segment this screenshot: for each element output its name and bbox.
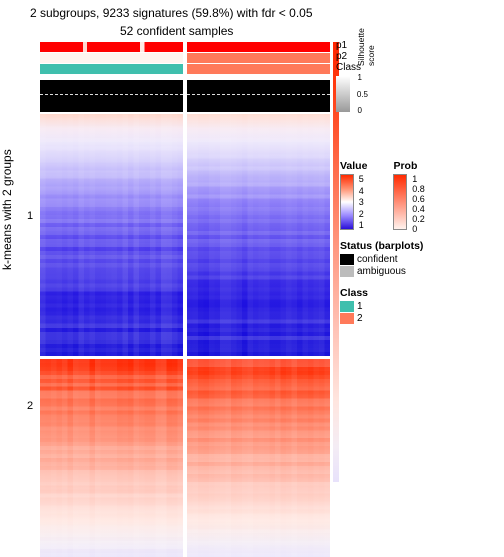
heatmap-group-2 [40, 359, 330, 557]
legend-status: Status (barplots) confident ambiguous [340, 240, 500, 277]
group-label-2: 2 [27, 400, 33, 412]
legend-prob: Prob 1 0.8 0.6 0.4 0.2 0 [393, 160, 424, 230]
label-p2: p2 [336, 51, 347, 62]
prob-ticks: 1 0.8 0.6 0.4 0.2 0 [410, 174, 425, 230]
p2-right [187, 53, 330, 63]
heat1-right [187, 114, 330, 356]
legends: Value 5 4 3 2 1 Prob 1 0.8 0.6 0.4 0.2 0 [340, 160, 500, 335]
status-left [40, 76, 183, 112]
group-label-1: 1 [27, 210, 33, 222]
page-title: 2 subgroups, 9233 signatures (59.8%) wit… [30, 6, 313, 20]
value-colorbar [340, 174, 354, 230]
heat2-right [187, 359, 330, 557]
value-ticks: 5 4 3 2 1 [357, 174, 364, 230]
status-right [187, 76, 330, 112]
heatmap: p1 p2 Class [40, 42, 330, 482]
legend-class: Class 1 2 [340, 287, 500, 324]
heat1-left [40, 114, 183, 356]
status-barplot [40, 76, 330, 112]
class-right [187, 64, 330, 74]
y-axis-label: k-means with 2 groups [0, 149, 14, 270]
silhouette-label: Silhouette score [356, 28, 376, 66]
p1-right [187, 42, 330, 52]
heatmap-group-1 [40, 114, 330, 356]
annot-p1 [40, 42, 330, 52]
legend-value: Value 5 4 3 2 1 [340, 160, 367, 230]
p2-left [40, 53, 183, 63]
prob-colorbar [393, 174, 407, 230]
annot-class [40, 64, 330, 74]
class-left [40, 64, 183, 74]
subtitle: 52 confident samples [120, 24, 233, 38]
label-p1: p1 [336, 40, 347, 51]
p1-left [40, 42, 183, 52]
annot-p2 [40, 53, 330, 63]
heat2-left [40, 359, 183, 557]
silhouette-scale: 1 0.5 0 [336, 76, 350, 112]
